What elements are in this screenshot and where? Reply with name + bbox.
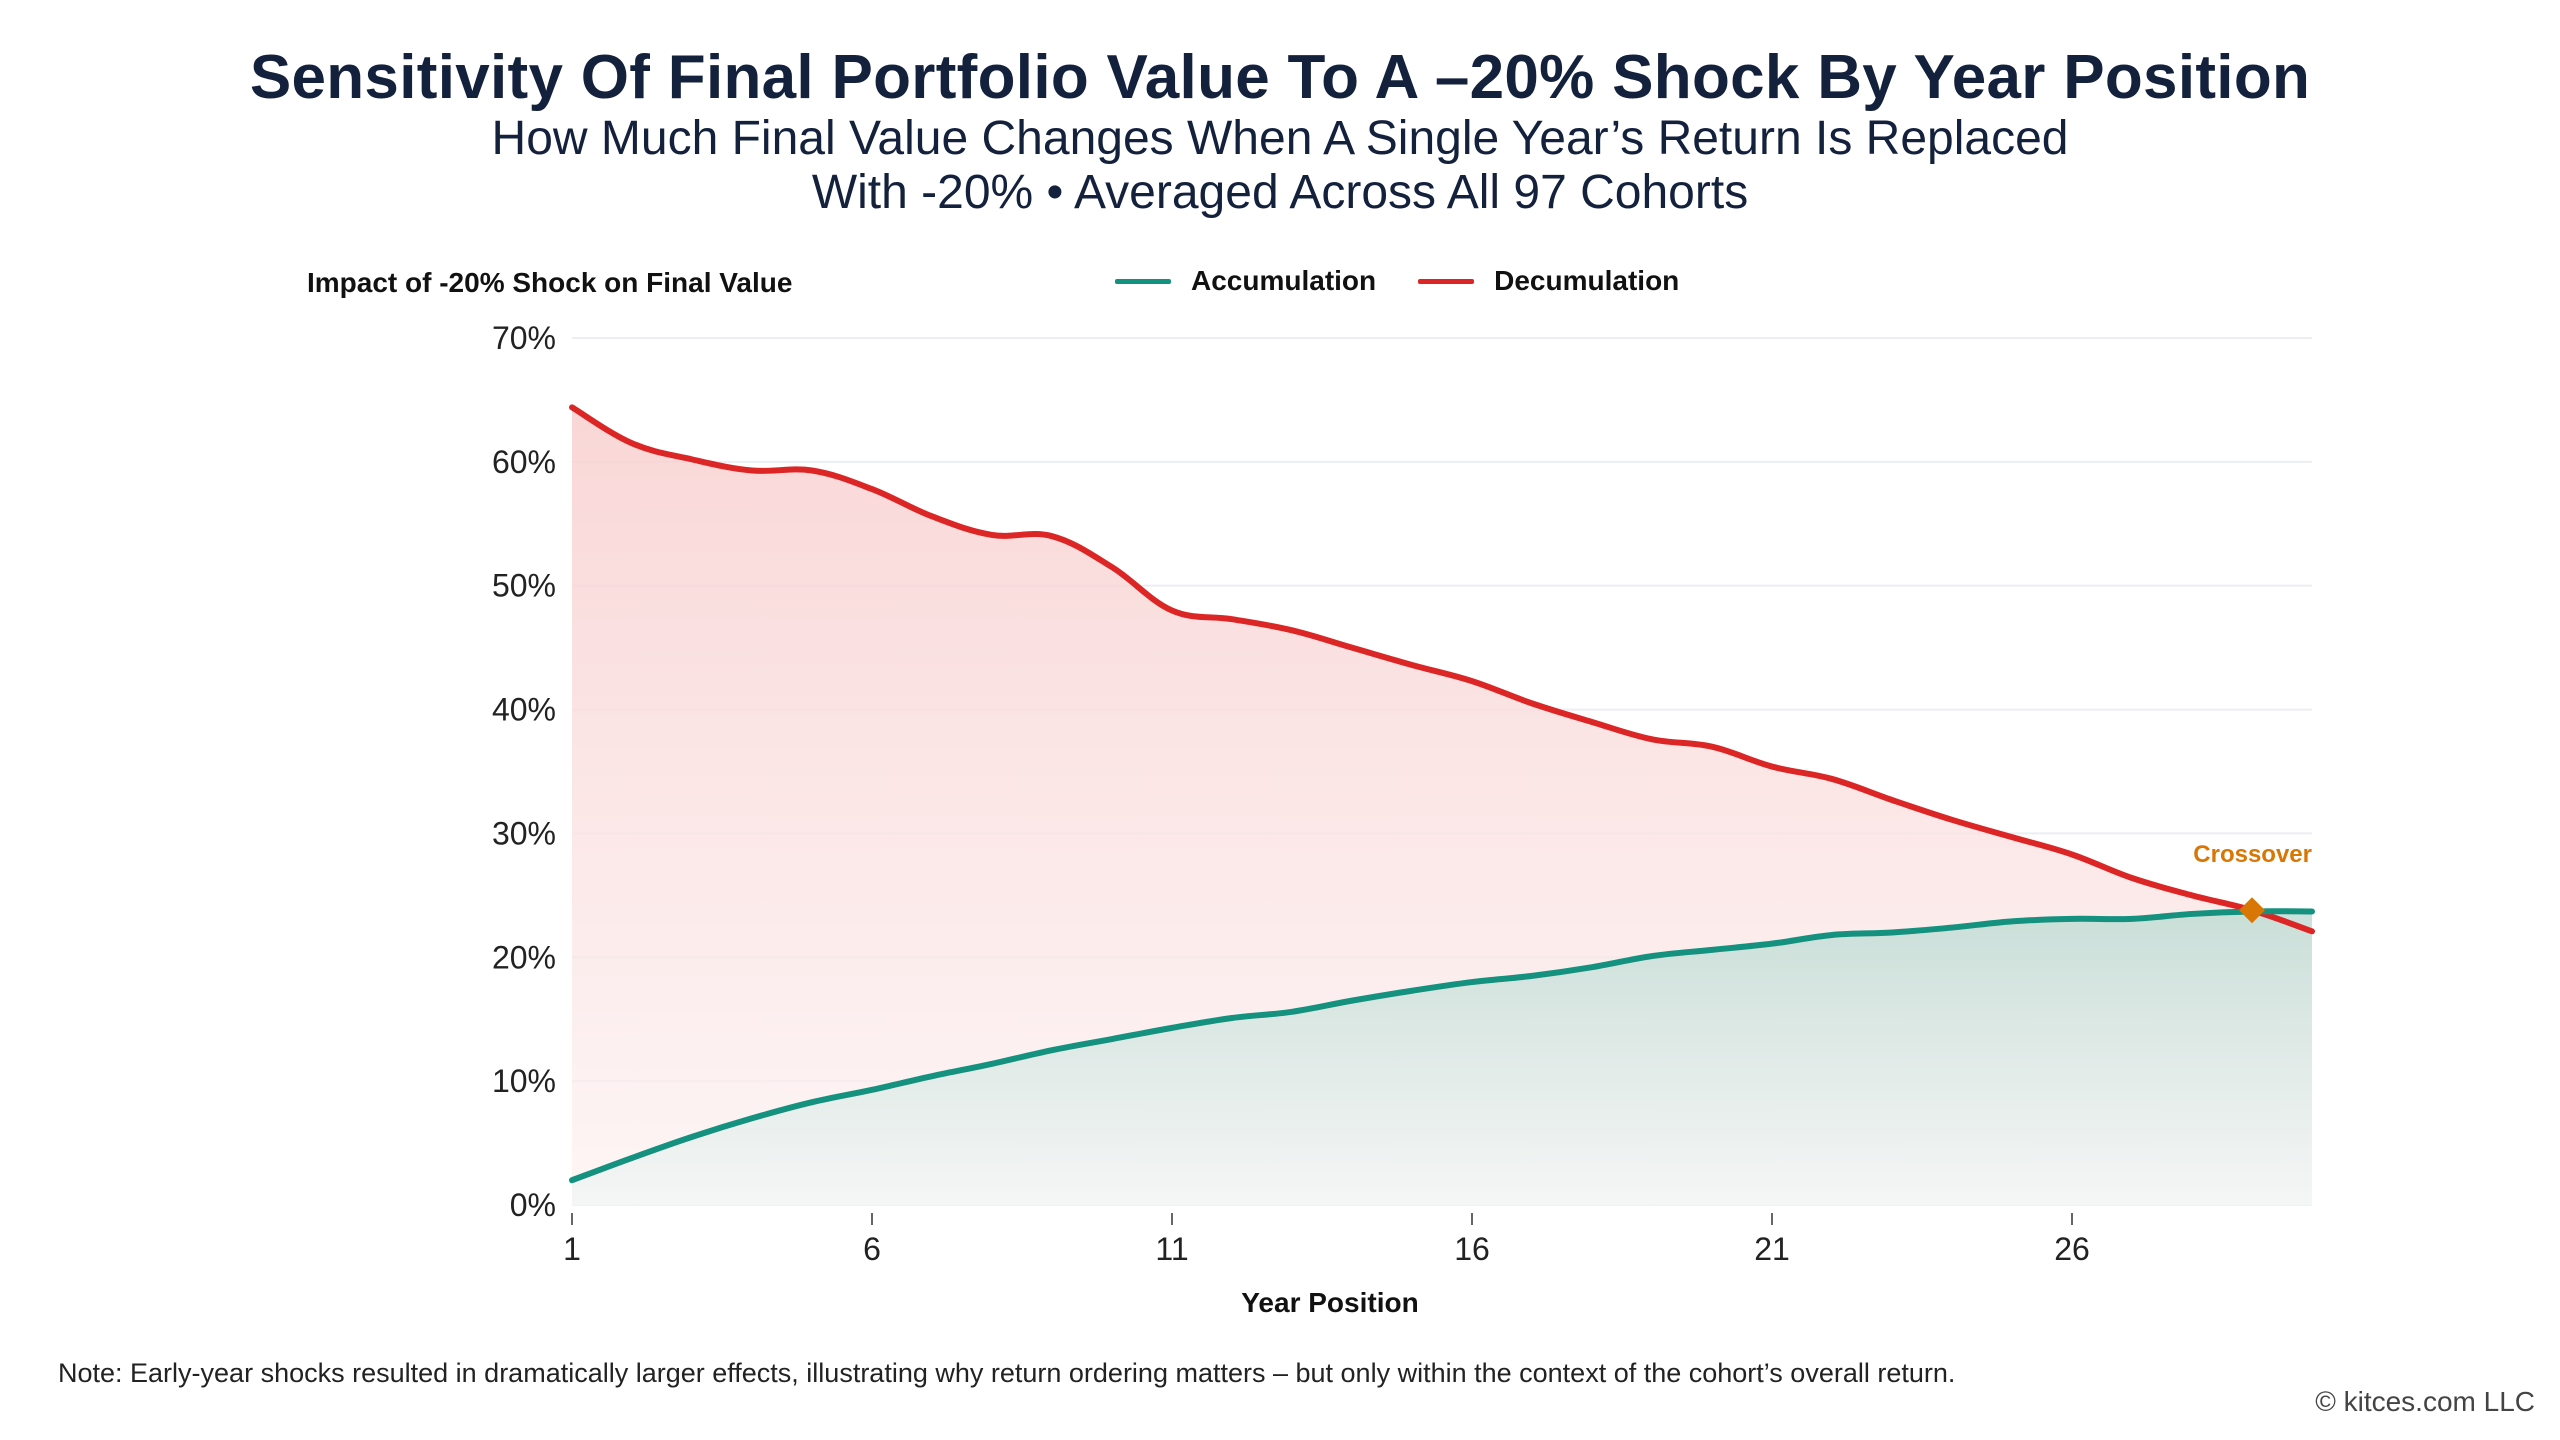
x-tick-label: 21 (1754, 1231, 1790, 1267)
y-tick-label: 50% (492, 568, 556, 604)
legend-label-decumulation: Decumulation (1494, 265, 1680, 296)
chart-subtitle: How Much Final Value Changes When A Sing… (0, 112, 2560, 220)
series-lines (569, 404, 2315, 1184)
y-tick-label: 20% (492, 939, 556, 975)
y-tick-label: 10% (492, 1063, 556, 1099)
x-tick-label: 1 (563, 1231, 581, 1267)
copyright: © kitces.com LLC (2315, 1386, 2535, 1417)
legend: Accumulation Decumulation (1115, 265, 1721, 297)
chart-title: Sensitivity Of Final Portfolio Value To … (249, 43, 2311, 112)
x-tick-label: 16 (1454, 1231, 1490, 1267)
area-accumulation (572, 911, 2312, 1205)
x-tick-label: 6 (863, 1231, 881, 1267)
y-tick-label: 0% (510, 1187, 556, 1223)
x-axis-title: Year Position (1241, 1287, 1418, 1318)
subtitle-line-2: With -20% • Averaged Across All 97 Cohor… (811, 166, 1749, 219)
footnote: Note: Early-year shocks resulted in dram… (58, 1358, 1956, 1388)
area-fills (572, 407, 2312, 1205)
y-tick-label: 30% (492, 815, 556, 851)
crossover-label: Crossover (2193, 841, 2312, 868)
y-tick-label: 70% (492, 320, 556, 356)
x-tick-label: 11 (1155, 1231, 1188, 1267)
subtitle-line-1: How Much Final Value Changes When A Sing… (491, 112, 2069, 165)
line-accumulation (569, 908, 2315, 1184)
y-tick-label: 60% (492, 444, 556, 480)
annotations: Crossover (2193, 841, 2312, 924)
legend-item-accumulation[interactable]: Accumulation (1115, 265, 1376, 297)
y-tick-label: 40% (492, 692, 556, 728)
legend-label-accumulation: Accumulation (1191, 265, 1377, 296)
line-decumulation (569, 404, 2315, 935)
legend-item-decumulation[interactable]: Decumulation (1418, 265, 1679, 297)
legend-swatch-decumulation (1418, 278, 1475, 284)
legend-swatch-accumulation (1115, 278, 1171, 284)
crossover-marker-icon (2239, 897, 2265, 924)
x-tick-label: 26 (2054, 1231, 2090, 1267)
y-axis-title: Impact of -20% Shock on Final Value (307, 267, 793, 298)
